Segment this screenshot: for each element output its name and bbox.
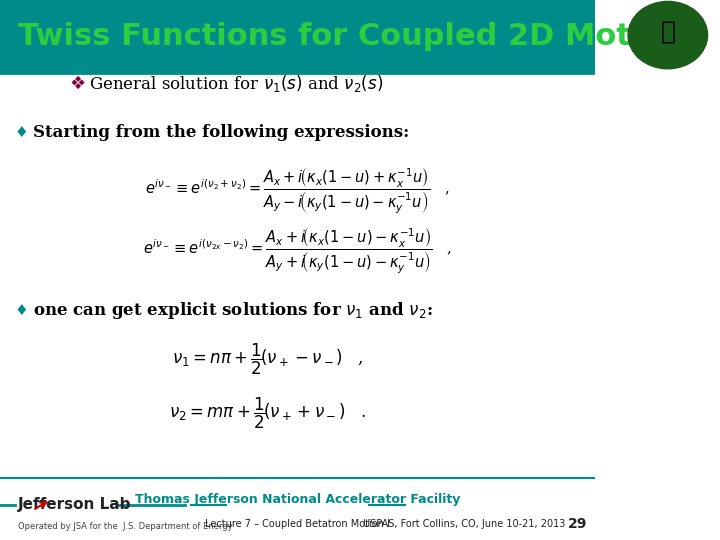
- Text: Twiss Functions for Coupled 2D Motion: Twiss Functions for Coupled 2D Motion: [18, 22, 684, 51]
- Text: $e^{i\nu_-} \equiv e^{i(\nu_{2x}-\nu_2)} = \dfrac{A_x + i\!\left(\kappa_x(1-u)-\: $e^{i\nu_-} \equiv e^{i(\nu_{2x}-\nu_2)}…: [143, 226, 452, 276]
- Text: Lecture 7 – Coupled Betatron Motion I: Lecture 7 – Coupled Betatron Motion I: [205, 519, 390, 529]
- Text: $\nu_2 = m\pi + \dfrac{1}{2}\!\left(\nu_+ + \nu_-\right)$   .: $\nu_2 = m\pi + \dfrac{1}{2}\!\left(\nu_…: [169, 395, 366, 431]
- Text: Jefferson Lab: Jefferson Lab: [18, 497, 131, 512]
- Text: 🦌: 🦌: [660, 19, 675, 44]
- Text: ❖: ❖: [69, 75, 86, 93]
- Text: $\nu_1 = n\pi + \dfrac{1}{2}\!\left(\nu_+ - \nu_-\right)$   ,: $\nu_1 = n\pi + \dfrac{1}{2}\!\left(\nu_…: [172, 341, 364, 377]
- Text: ♦: ♦: [14, 125, 27, 140]
- Text: Operated by JSA for the  J.S. Department of Energy: Operated by JSA for the J.S. Department …: [18, 522, 233, 531]
- FancyBboxPatch shape: [0, 0, 595, 73]
- Text: Thomas Jefferson National Accelerator Facility: Thomas Jefferson National Accelerator Fa…: [135, 493, 460, 506]
- Text: $e^{i\nu_-} \equiv e^{i(\nu_2+\nu_2)} = \dfrac{A_x + i\!\left(\kappa_x(1-u)+\kap: $e^{i\nu_-} \equiv e^{i(\nu_2+\nu_2)} = …: [145, 167, 450, 217]
- Text: one can get explicit solutions for $\nu_1$ and $\nu_2$:: one can get explicit solutions for $\nu_…: [32, 300, 433, 321]
- Text: 29: 29: [568, 517, 588, 531]
- Text: ♦: ♦: [14, 303, 27, 318]
- Text: Starting from the following expressions:: Starting from the following expressions:: [32, 124, 409, 141]
- Text: General solution for $\nu_1(s)$ and $\nu_2(s)$: General solution for $\nu_1(s)$ and $\nu…: [89, 73, 384, 94]
- Circle shape: [628, 2, 708, 69]
- Text: USPAS, Fort Collins, CO, June 10-21, 2013: USPAS, Fort Collins, CO, June 10-21, 201…: [363, 519, 566, 529]
